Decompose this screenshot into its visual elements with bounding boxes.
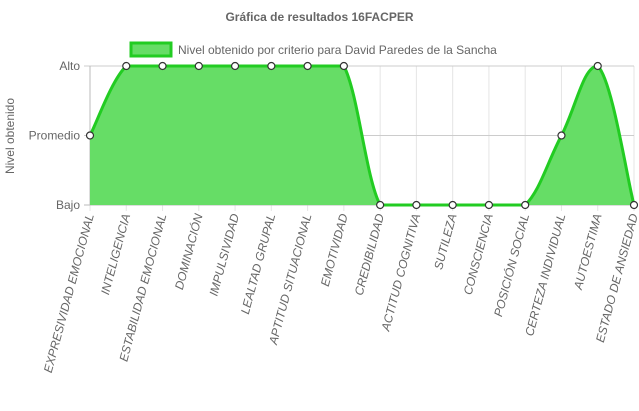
- data-point[interactable]: [593, 61, 602, 71]
- x-tick-label: IMPULSIVIDAD: [207, 212, 243, 298]
- data-point[interactable]: [158, 61, 167, 71]
- y-axis-ticks: Bajo Promedio Alto: [29, 59, 81, 212]
- data-point[interactable]: [521, 200, 530, 210]
- x-tick-label: DOMINACIÓN: [171, 212, 206, 292]
- legend[interactable]: Nivel obtenido por criterio para David P…: [129, 41, 497, 58]
- x-tick-label: SUTILEZA: [431, 212, 459, 271]
- x-tick-label: EMOTIVIDAD: [318, 212, 351, 288]
- data-point[interactable]: [194, 61, 203, 71]
- x-tick-label: AUTOESTIMA: [571, 212, 605, 292]
- data-point[interactable]: [339, 61, 348, 71]
- x-tick-label: LEALTAD GRUPAL: [238, 212, 278, 315]
- x-tick-label: INTELIGENCIA: [98, 212, 133, 296]
- x-tick-label: CERTEZA INDIVIDUAL: [522, 212, 568, 337]
- data-point[interactable]: [122, 61, 131, 71]
- x-tick-label: ACTITUD COGNITIVA: [378, 212, 423, 333]
- y-tick-label: Alto: [59, 59, 80, 73]
- data-point[interactable]: [303, 61, 312, 71]
- y-axis-title: Nivel obtenido: [3, 98, 17, 174]
- series-points: [85, 61, 639, 210]
- x-axis-ticks: EXPRESIVIDAD EMOCIONAL INTELIGENCIAESTABI…: [41, 212, 639, 375]
- data-point[interactable]: [230, 61, 240, 71]
- y-tick-label: Promedio: [29, 129, 81, 143]
- legend-swatch: [129, 41, 173, 58]
- data-point[interactable]: [85, 131, 95, 140]
- data-point[interactable]: [557, 131, 566, 140]
- x-tick-label: EXPRESIVIDAD EMOCIONAL: [41, 212, 97, 374]
- data-point[interactable]: [412, 200, 421, 210]
- x-tick-label: CREDIBILIDAD: [352, 212, 387, 297]
- data-point[interactable]: [629, 200, 639, 210]
- legend-label: Nivel obtenido por criterio para David P…: [178, 43, 497, 57]
- data-point[interactable]: [267, 61, 276, 71]
- x-tick-label: POSICIÓN SOCIAL: [490, 212, 532, 318]
- x-tick-label: CONSCIENCIA: [461, 212, 496, 296]
- y-tick-label: Bajo: [56, 198, 80, 212]
- data-point[interactable]: [376, 200, 385, 210]
- data-point[interactable]: [484, 200, 494, 210]
- data-point[interactable]: [448, 200, 457, 210]
- chart-title: Gráfica de resultados 16FACPER: [225, 10, 413, 24]
